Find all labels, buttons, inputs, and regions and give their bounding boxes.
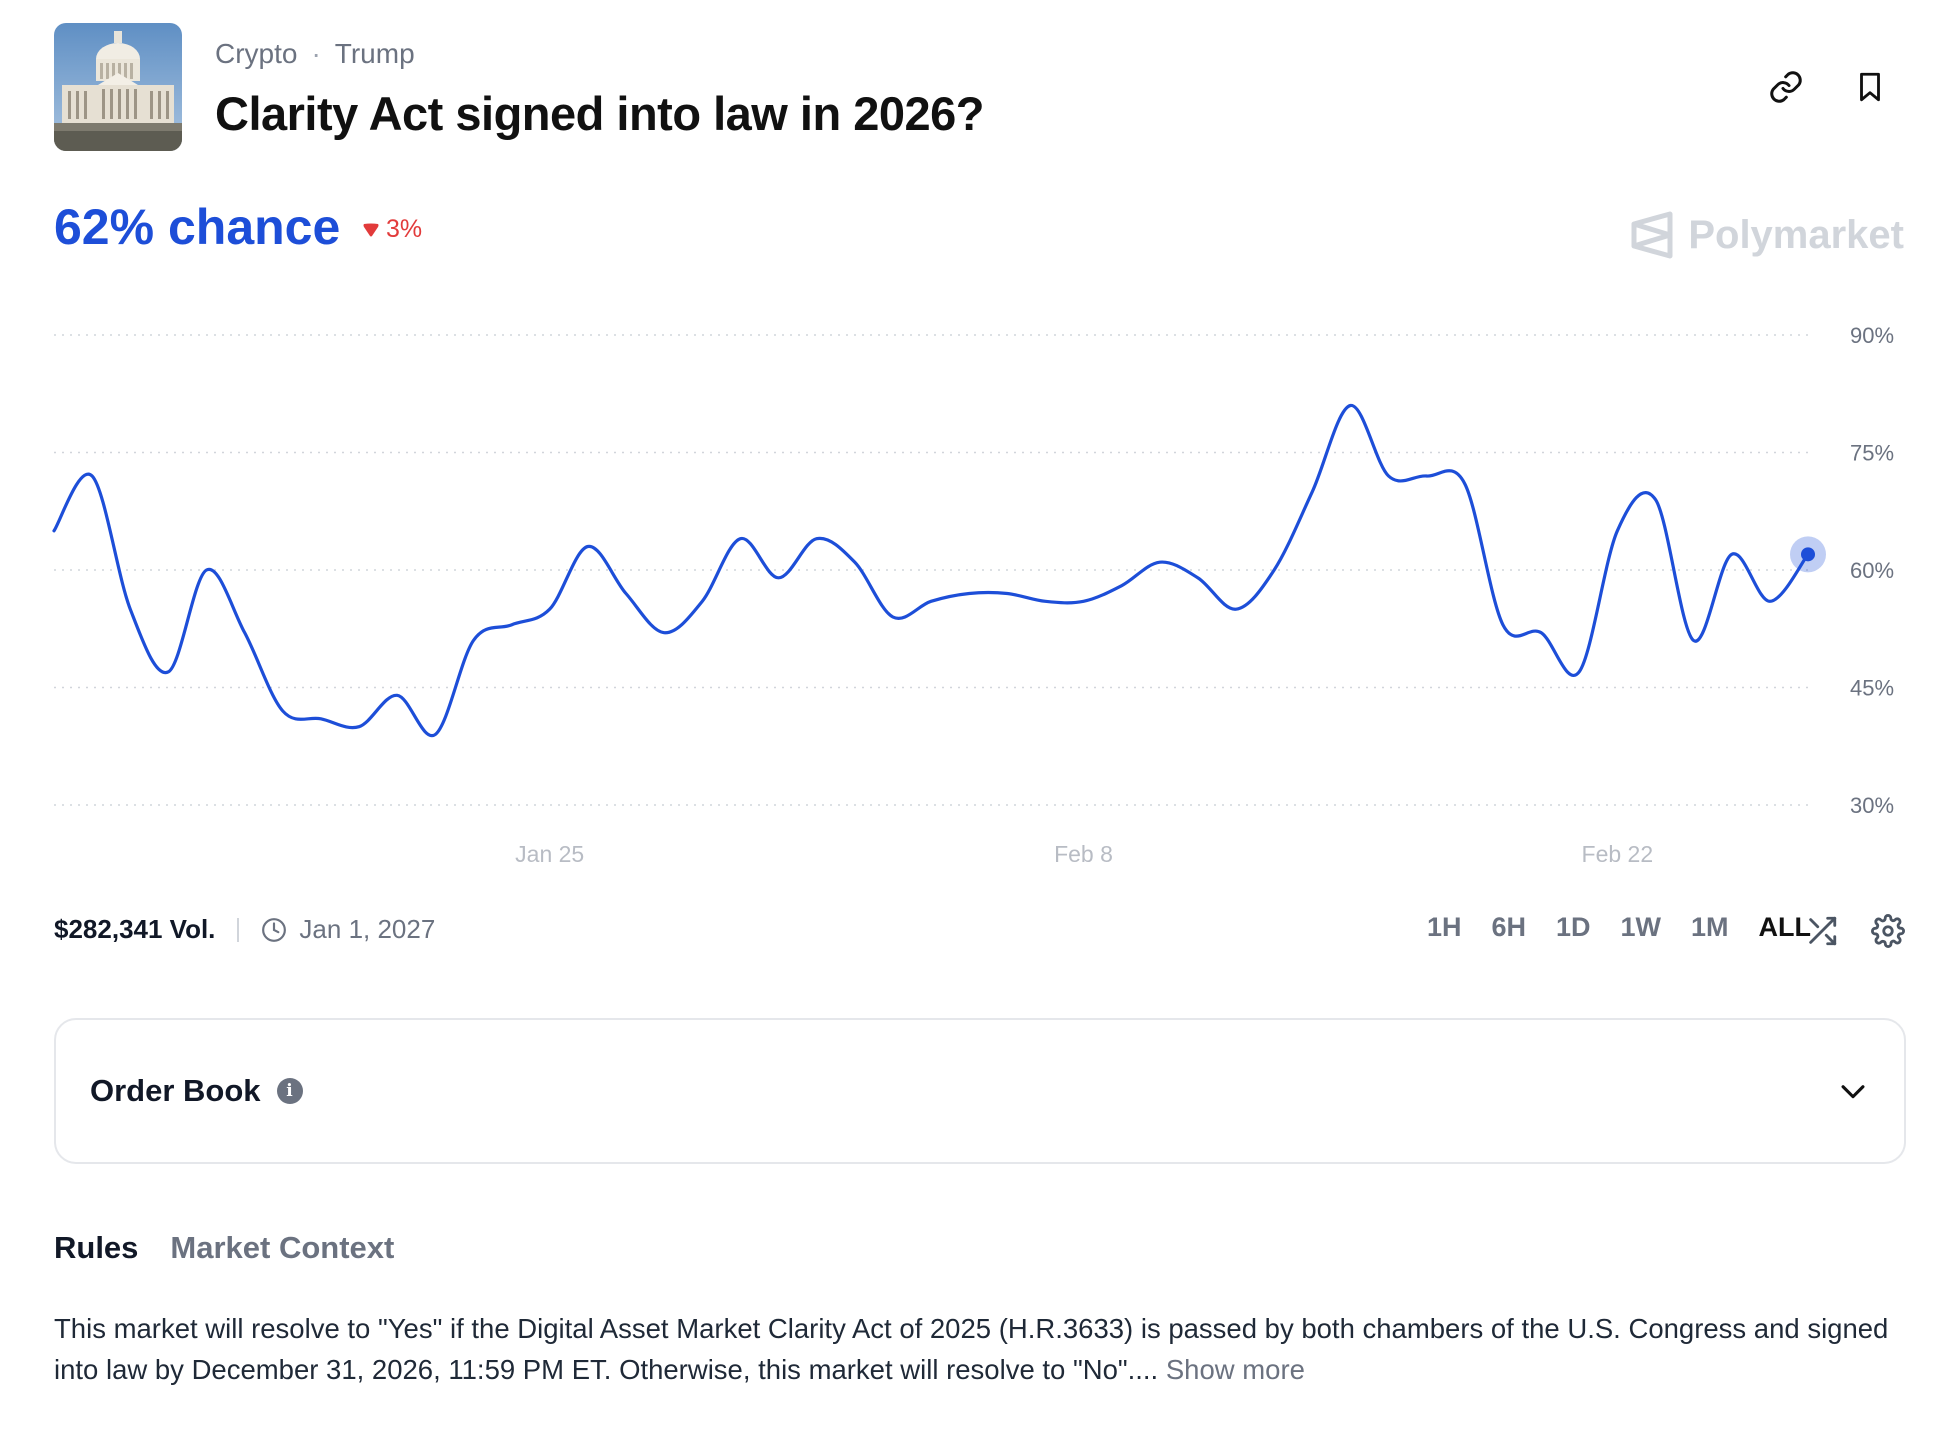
polymarket-logo-icon <box>1631 211 1673 259</box>
range-1h-button[interactable]: 1H <box>1426 912 1462 942</box>
change-value: 3% <box>386 215 423 243</box>
range-1d-button[interactable]: 1D <box>1555 912 1591 942</box>
rules-description: This market will resolve to "Yes" if the… <box>54 1308 1914 1390</box>
market-title: Clarity Act signed into law in 2026? <box>215 87 985 140</box>
end-date-text: Jan 1, 2027 <box>299 914 436 944</box>
tab-rules[interactable]: Rules <box>54 1230 139 1265</box>
info-icon[interactable]: i <box>276 1078 303 1104</box>
shuffle-icon <box>1809 916 1837 946</box>
y-tick-label: 45% <box>1850 676 1894 701</box>
bookmark-icon <box>1860 72 1880 102</box>
price-chart[interactable]: 90% 75% 60% 45% 30% Jan 25 Feb 8 Feb 22 <box>0 300 1939 880</box>
range-6h-button[interactable]: 6H <box>1491 912 1526 942</box>
breadcrumb: Crypto · Trump <box>215 38 415 70</box>
tab-market-context[interactable]: Market Context <box>170 1230 395 1265</box>
polymarket-watermark: Polymarket <box>1630 210 1904 260</box>
end-date: Jan 1, 2027 <box>261 914 435 945</box>
price-chart-svg: 90% 75% 60% 45% 30% Jan 25 Feb 8 Feb 22 <box>52 323 1894 867</box>
rules-text: This market will resolve to "Yes" if the… <box>54 1313 1889 1385</box>
y-tick-label: 60% <box>1850 558 1894 583</box>
chevron-down-icon <box>1841 1085 1865 1099</box>
chart-settings-button[interactable] <box>1867 910 1909 952</box>
link-icon <box>1770 71 1802 103</box>
subcategory-link[interactable]: Trump <box>334 38 415 69</box>
range-1w-button[interactable]: 1W <box>1620 912 1662 942</box>
y-tick-label: 30% <box>1850 793 1894 818</box>
capitol-building-image <box>54 23 182 151</box>
down-triangle-icon <box>363 223 379 236</box>
bookmark-button[interactable] <box>1849 66 1891 108</box>
range-1m-button[interactable]: 1M <box>1691 912 1729 942</box>
category-link[interactable]: Crypto <box>215 38 298 69</box>
stats-divider <box>237 917 240 942</box>
compare-button[interactable] <box>1801 910 1843 952</box>
market-stats: $282,341 Vol. Jan 1, 2027 <box>54 914 435 945</box>
order-book-label: Order Book <box>90 1073 261 1108</box>
gear-icon <box>1871 914 1905 948</box>
x-tick-label: Feb 8 <box>1054 841 1113 867</box>
order-book-accordion[interactable]: Order Book i <box>54 1018 1906 1164</box>
probability-chance: 62% chance <box>54 199 341 255</box>
copy-link-button[interactable] <box>1765 66 1807 108</box>
volume-text: $282,341 Vol. <box>54 914 216 944</box>
y-tick-label: 90% <box>1850 323 1894 348</box>
x-tick-label: Feb 22 <box>1582 841 1654 867</box>
market-thumbnail <box>54 23 182 151</box>
time-range-selector: 1H 6H 1D 1W 1M ALL <box>1427 912 1811 943</box>
y-tick-label: 75% <box>1850 441 1894 466</box>
show-more-link[interactable]: Show more <box>1165 1354 1305 1385</box>
probability-change: 3% <box>362 215 422 244</box>
price-line <box>52 403 1810 738</box>
current-point <box>1801 547 1815 562</box>
brand-name: Polymarket <box>1688 212 1904 257</box>
breadcrumb-separator: · <box>311 38 321 69</box>
clock-icon <box>262 917 287 942</box>
x-tick-label: Jan 25 <box>515 841 584 867</box>
range-all-button[interactable]: ALL <box>1758 912 1811 942</box>
details-tabs: Rules Market Context <box>54 1230 394 1266</box>
